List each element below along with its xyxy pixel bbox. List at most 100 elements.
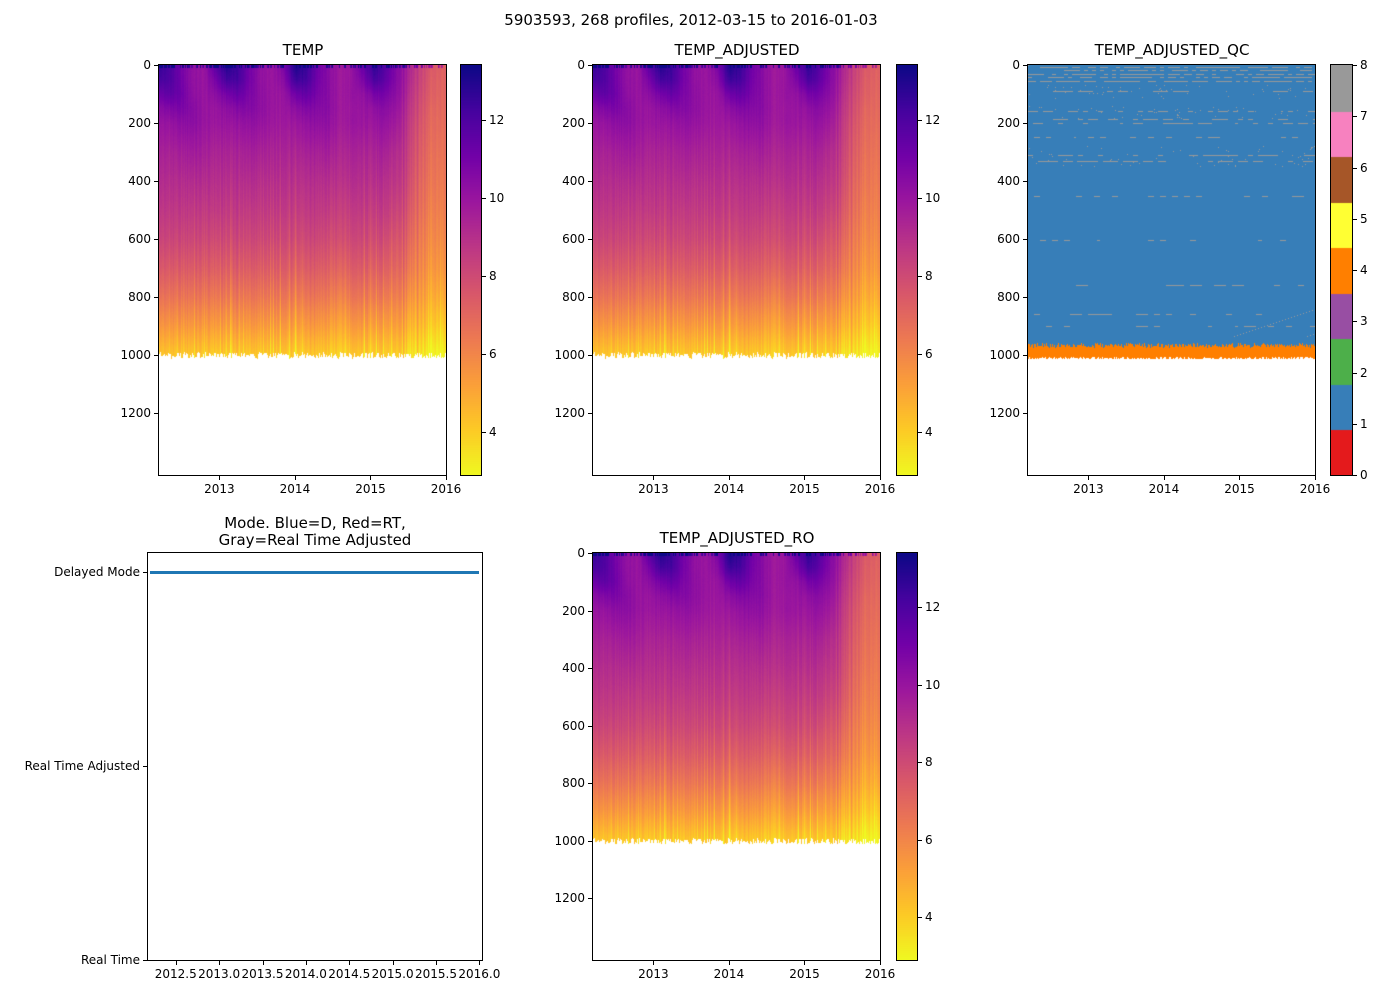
- axis-tick: [1023, 65, 1027, 66]
- temp-adjusted-axes: [592, 64, 881, 476]
- tick-label: 10: [925, 677, 941, 692]
- tick-label: 2013.0: [198, 967, 241, 981]
- temp-adjusted-ro-heatmap-canvas: [593, 553, 880, 960]
- tick-label: 2013: [638, 482, 669, 496]
- tick-label: 600: [562, 231, 585, 246]
- tick-label: 2016: [1299, 482, 1331, 496]
- tick-label: 1000: [989, 347, 1020, 362]
- axis-tick: [143, 960, 147, 961]
- tick-label: 800: [562, 289, 585, 304]
- tick-label: 2013: [1073, 482, 1104, 496]
- tick-label: 2015.5: [415, 967, 458, 981]
- axis-tick: [1353, 372, 1357, 374]
- axis-tick: [588, 412, 592, 414]
- axis-tick: [880, 476, 881, 480]
- tick-label: 6: [489, 346, 497, 361]
- mode-title-line1: Mode. Blue=D, Red=RT,: [224, 514, 406, 532]
- tick-label: 0: [577, 546, 585, 560]
- tick-label: 2016: [864, 482, 896, 496]
- axis-tick: [588, 725, 592, 727]
- tick-label: 2015: [789, 967, 820, 981]
- tick-label: 1200: [554, 891, 585, 906]
- axis-tick: [1023, 296, 1027, 298]
- tick-label: 4: [925, 425, 933, 440]
- tick-label: 12: [925, 600, 941, 615]
- tick-label: 400: [562, 661, 585, 676]
- axis-tick: [482, 275, 486, 277]
- temp-adjusted-qc-title: TEMP_ADJUSTED_QC: [1094, 41, 1250, 59]
- axis-tick: [482, 197, 486, 199]
- temp-adjusted-colorbar: [896, 64, 918, 476]
- axis-tick: [1023, 354, 1027, 356]
- axis-tick: [918, 607, 922, 609]
- tick-label: 6: [925, 346, 933, 361]
- tick-label: 600: [562, 718, 585, 733]
- tick-label: 6: [1360, 160, 1368, 175]
- tick-label: 6: [925, 832, 933, 847]
- mode-axes: [147, 552, 483, 961]
- axis-tick: [1023, 180, 1027, 182]
- tick-label: 400: [562, 173, 585, 188]
- axis-tick: [482, 119, 486, 121]
- axis-tick: [370, 476, 372, 480]
- axis-tick: [918, 353, 922, 355]
- tick-label: 8: [1360, 58, 1368, 72]
- axis-tick: [588, 898, 592, 900]
- axis-tick: [1023, 122, 1027, 124]
- tick-label: 1200: [120, 405, 151, 420]
- mode-delayed-line: [149, 571, 480, 575]
- axis-tick: [479, 961, 481, 965]
- axis-tick: [482, 353, 486, 355]
- axis-tick: [482, 432, 486, 434]
- axis-tick: [154, 65, 158, 66]
- tick-label: 800: [128, 289, 151, 304]
- tick-label: 600: [128, 231, 151, 246]
- tick-label: 2016: [864, 967, 896, 981]
- axis-tick: [154, 296, 158, 298]
- axis-tick: [804, 476, 806, 480]
- axis-tick: [1353, 270, 1357, 271]
- tick-label: 2013: [638, 967, 669, 981]
- tick-label: 2015: [355, 482, 386, 496]
- tick-label: 600: [997, 231, 1020, 246]
- figure-title: 5903593, 268 profiles, 2012-03-15 to 201…: [504, 11, 878, 29]
- tick-label: 400: [997, 173, 1020, 188]
- tick-label: 2015: [789, 482, 820, 496]
- tick-label: 2: [1360, 365, 1368, 380]
- axis-tick: [1353, 65, 1357, 66]
- temp-adjusted-qc-axes: [1027, 64, 1316, 476]
- tick-label: 2014: [1148, 482, 1180, 496]
- temp-heatmap-canvas: [159, 65, 446, 475]
- tick-label: 7: [1360, 109, 1368, 124]
- temp-adjusted-title: TEMP_ADJUSTED: [674, 41, 800, 59]
- axis-tick: [1163, 476, 1165, 480]
- tick-label: 1: [1360, 416, 1368, 431]
- temp-adjusted-ro-title: TEMP_ADJUSTED_RO: [659, 529, 815, 547]
- tick-label: 8: [925, 268, 933, 283]
- axis-tick: [918, 762, 922, 764]
- tick-label: 200: [562, 115, 585, 130]
- axis-tick: [588, 354, 592, 356]
- axis-tick: [880, 961, 881, 965]
- axis-tick: [154, 238, 158, 240]
- tick-label: 2014: [279, 482, 311, 496]
- tick-label: 2015.0: [371, 967, 414, 981]
- tick-label: 2014.0: [284, 967, 327, 981]
- axis-tick: [588, 296, 592, 298]
- tick-label: 2014.5: [328, 967, 371, 981]
- axis-tick: [1353, 218, 1357, 220]
- tick-label: 12: [925, 112, 941, 127]
- axis-tick: [219, 961, 221, 965]
- axis-tick: [588, 783, 592, 785]
- tick-label: 2014: [713, 482, 745, 496]
- tick-label: 4: [925, 910, 933, 925]
- tick-label: 1000: [554, 833, 585, 848]
- mode-title-line2: Gray=Real Time Adjusted: [218, 531, 412, 549]
- axis-tick: [446, 476, 447, 480]
- temp-title: TEMP: [282, 41, 324, 59]
- axis-tick: [154, 412, 158, 414]
- axis-tick: [588, 65, 592, 66]
- axis-tick: [588, 840, 592, 842]
- tick-label: 0: [577, 58, 585, 72]
